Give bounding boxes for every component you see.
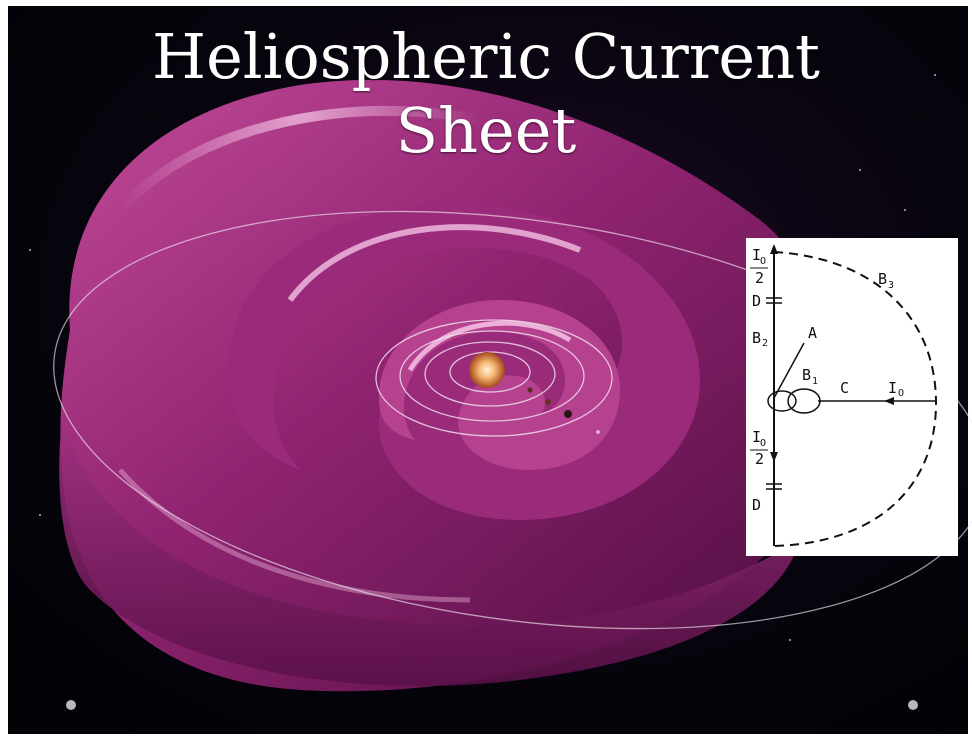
slide-title-line-1: Heliospheric Current [152, 20, 820, 93]
label-b3-sub: 3 [888, 280, 894, 291]
label-b1: B [802, 366, 811, 384]
next-slide-dot[interactable] [908, 700, 918, 710]
label-o-top: O [760, 256, 766, 267]
label-d-top: D [752, 292, 761, 310]
label-b2: B [752, 329, 761, 347]
label-2-mid: 2 [755, 450, 764, 468]
label-i-top: I [752, 246, 761, 264]
label-b1-sub: 1 [812, 376, 818, 387]
slide-title-line-2: Sheet [395, 94, 577, 167]
current-loop-diagram: I O 2 D B 2 A B 1 C I O B 3 I O 2 D [746, 238, 958, 556]
previous-slide-dot[interactable] [66, 700, 76, 710]
label-2-top: 2 [755, 269, 764, 287]
label-a: A [808, 324, 817, 342]
label-b3: B [878, 270, 887, 288]
label-b2-sub: 2 [762, 338, 768, 349]
label-o-mid: O [760, 438, 766, 449]
label-i-mid: I [752, 428, 761, 446]
label-c: C [840, 379, 849, 397]
label-i0-sub: O [898, 388, 904, 399]
label-d-bottom: D [752, 496, 761, 514]
label-i0: I [888, 379, 897, 397]
